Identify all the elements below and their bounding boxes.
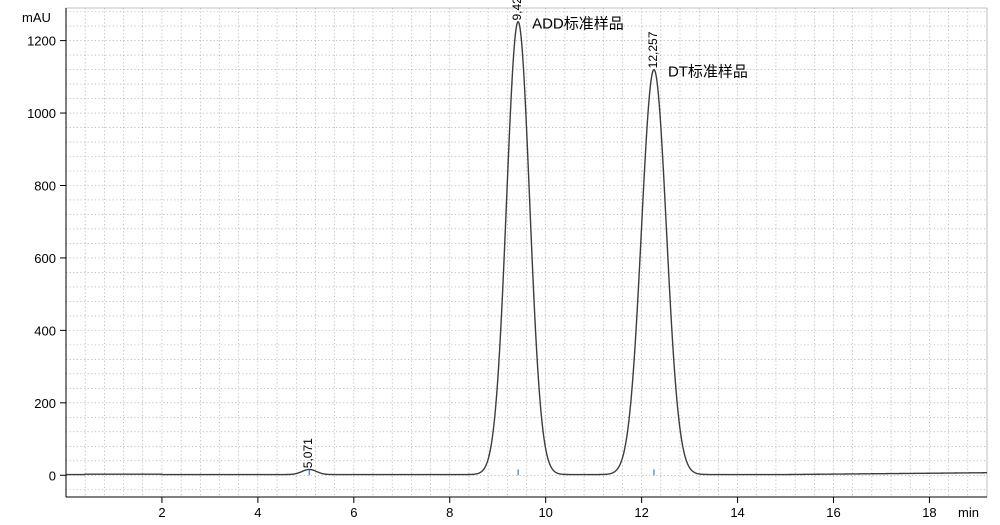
x-tick-label: 6 — [350, 505, 357, 520]
x-tick-label: 16 — [826, 505, 840, 520]
x-tick-label: 18 — [922, 505, 936, 520]
chromatogram-chart: 2 4 6 8 10 12 14 16 18 0 200 400 600 800 1000 1200 mAU mi… — [0, 0, 1000, 525]
y-tick-label: 200 — [34, 396, 56, 411]
y-tick-label: 0 — [49, 468, 56, 483]
y-tick-label: 1000 — [27, 106, 56, 121]
peak-annotation: DT标准样品 — [668, 63, 748, 80]
y-tick-label: 400 — [34, 323, 56, 338]
x-tick-label: 4 — [254, 505, 261, 520]
x-tick-label: 2 — [158, 505, 165, 520]
y-tick-label: 600 — [34, 251, 56, 266]
x-tick-label: 10 — [538, 505, 552, 520]
x-axis-label: min — [958, 505, 979, 520]
y-tick-label: 800 — [34, 178, 56, 193]
y-tick-label: 1200 — [27, 34, 56, 49]
x-tick-label: 8 — [446, 505, 453, 520]
chromatogram-svg: 2 4 6 8 10 12 14 16 18 0 200 400 600 800 1000 1200 mAU mi… — [0, 0, 1000, 525]
peak-rt-label: 5,071 — [301, 438, 315, 468]
peak-rt-label: 12,257 — [646, 31, 660, 68]
peak-rt-label: 9,425 — [510, 0, 524, 20]
peak-annotation: ADD标准样品 — [532, 15, 624, 32]
y-axis-label: mAU — [22, 10, 51, 25]
x-tick-label: 12 — [634, 505, 648, 520]
x-tick-label: 14 — [730, 505, 744, 520]
